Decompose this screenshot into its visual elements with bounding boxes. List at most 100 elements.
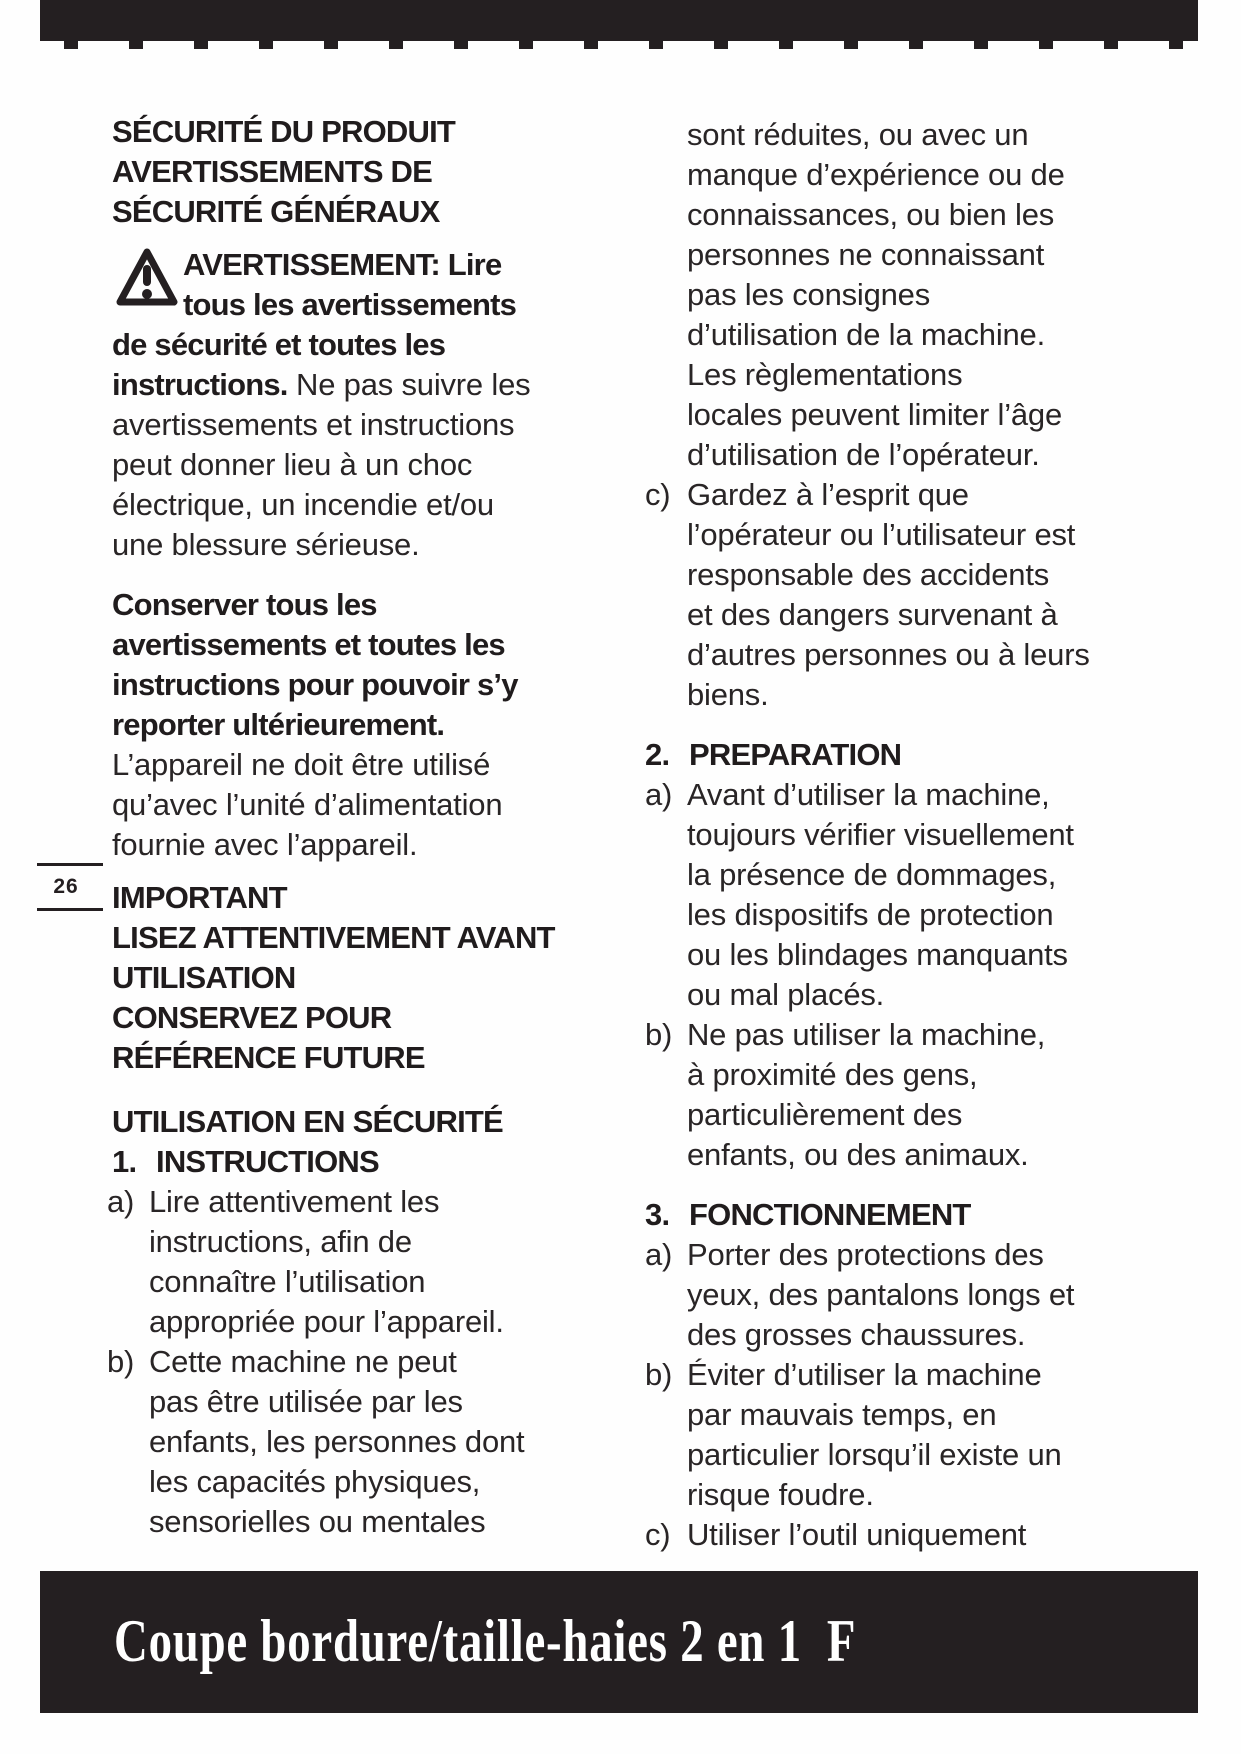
body-line: fournie avec l’appareil. bbox=[112, 827, 418, 862]
body-line: d’autres personnes ou à leurs bbox=[687, 637, 1090, 672]
body-line: Éviter d’utiliser la machine bbox=[687, 1357, 1042, 1392]
body-line: instructions, afin de bbox=[149, 1224, 412, 1259]
list-label: a) bbox=[645, 1237, 673, 1272]
list-item-a: a) Lire attentivement les instructions, … bbox=[107, 1182, 637, 1342]
body-line: manque d’expérience ou de bbox=[687, 157, 1065, 192]
section-number: 2. bbox=[645, 737, 670, 772]
body-line: les dispositifs de protection bbox=[687, 897, 1054, 932]
body-line: responsable des accidents bbox=[687, 557, 1050, 592]
body-line: Lire attentivement les bbox=[149, 1184, 440, 1219]
body-line: ou mal placés. bbox=[687, 977, 885, 1012]
list-label: a) bbox=[645, 777, 673, 812]
body-line: sensorielles ou mentales bbox=[149, 1504, 486, 1539]
section-heading-product-safety: SÉCURITÉ DU PRODUIT AVERTISSEMENTS DE SÉ… bbox=[112, 112, 637, 232]
list-label: c) bbox=[645, 1517, 671, 1552]
body-line: tous les avertissements bbox=[183, 287, 517, 322]
section-3-operation: 3. FONCTIONNEMENT bbox=[645, 1195, 1205, 1235]
body-line: qu’avec l’unité d’alimentation bbox=[112, 787, 503, 822]
section-title: FONCTIONNEMENT bbox=[689, 1197, 971, 1232]
footer-title: Coupe bordure/taille-haies 2 en 1 F bbox=[114, 1608, 857, 1674]
list-item-b: b) Cette machine ne peut pas être utilis… bbox=[107, 1342, 637, 1542]
list-label: b) bbox=[107, 1344, 135, 1379]
page-number: 26 bbox=[53, 875, 79, 898]
body-line: particulier lorsqu’il existe un bbox=[687, 1437, 1062, 1472]
body-line: Ne pas utiliser la machine, bbox=[687, 1017, 1046, 1052]
body-line: ou les blindages manquants bbox=[687, 937, 1068, 972]
list-label: b) bbox=[645, 1017, 673, 1052]
list-item-a: a) Porter des protections des yeux, des … bbox=[645, 1235, 1205, 1355]
body-line: Les règlementations bbox=[687, 357, 963, 392]
important-block: IMPORTANT LISEZ ATTENTIVEMENT AVANT UTIL… bbox=[112, 878, 637, 1078]
section-heading-safe-use: UTILISATION EN SÉCURITÉ bbox=[112, 1102, 637, 1142]
heading-line: LISEZ ATTENTIVEMENT AVANT bbox=[112, 920, 555, 955]
body-line: personnes ne connaissant bbox=[687, 237, 1045, 272]
body-line: d’utilisation de l’opérateur. bbox=[687, 437, 1040, 472]
body-line: Porter des protections des bbox=[687, 1237, 1044, 1272]
left-column: SÉCURITÉ DU PRODUIT AVERTISSEMENTS DE SÉ… bbox=[107, 112, 637, 1542]
body-line: avertissements et toutes les bbox=[112, 627, 506, 662]
body-line: l’opérateur ou l’utilisateur est bbox=[687, 517, 1076, 552]
body-line: enfants, les personnes dont bbox=[149, 1424, 525, 1459]
heading-line: UTILISATION bbox=[112, 960, 296, 995]
list-item-c: c) Utiliser l’outil uniquement bbox=[645, 1515, 1205, 1555]
body-line: instructions. Ne pas suivre les bbox=[112, 367, 531, 402]
warning-paragraph: AVERTISSEMENT: Lire tous les avertisseme… bbox=[112, 245, 637, 565]
body-line: instructions pour pouvoir s’y bbox=[112, 667, 518, 702]
heading-line: SÉCURITÉ DU PRODUIT bbox=[112, 114, 456, 149]
body-line: particulièrement des bbox=[687, 1097, 963, 1132]
body-line: AVERTISSEMENT: Lire bbox=[183, 247, 502, 282]
body-line: toujours vérifier visuellement bbox=[687, 817, 1074, 852]
heading-line: AVERTISSEMENTS DE bbox=[112, 154, 433, 189]
footer-bar: Coupe bordure/taille-haies 2 en 1 F bbox=[40, 1571, 1198, 1713]
body-line: Utiliser l’outil uniquement bbox=[687, 1517, 1027, 1552]
marker-rule-top bbox=[37, 863, 103, 866]
section-title: INSTRUCTIONS bbox=[156, 1144, 380, 1179]
list-label: b) bbox=[645, 1357, 673, 1392]
section-title: PREPARATION bbox=[689, 737, 902, 772]
body-line: connaître l’utilisation bbox=[149, 1264, 426, 1299]
body-line: une blessure sérieuse. bbox=[112, 527, 420, 562]
body-line: de sécurité et toutes les bbox=[112, 327, 446, 362]
body-line: avertissements et instructions bbox=[112, 407, 515, 442]
body-line: reporter ultérieurement. bbox=[112, 707, 445, 742]
body-line: pas les consignes bbox=[687, 277, 931, 312]
body-line: connaissances, ou bien les bbox=[687, 197, 1055, 232]
section-2-preparation: 2. PREPARATION bbox=[645, 735, 1205, 775]
conserve-paragraph: Conserver tous les avertissements et tou… bbox=[112, 585, 637, 865]
list-label: a) bbox=[107, 1184, 135, 1219]
body-line: Cette machine ne peut bbox=[149, 1344, 457, 1379]
body-line: Conserver tous les bbox=[112, 587, 378, 622]
heading-line: IMPORTANT bbox=[112, 880, 288, 915]
body-line: appropriée pour l’appareil. bbox=[149, 1304, 504, 1339]
body-line: locales peuvent limiter l’âge bbox=[687, 397, 1063, 432]
body-line: et des dangers survenant à bbox=[687, 597, 1058, 632]
body-line: les capacités physiques, bbox=[149, 1464, 481, 1499]
body-line: risque foudre. bbox=[687, 1477, 874, 1512]
body-line: à proximité des gens, bbox=[687, 1057, 978, 1092]
page-number-marker: 26 bbox=[37, 863, 103, 911]
list-label: c) bbox=[645, 477, 671, 512]
body-line: la présence de dommages, bbox=[687, 857, 1057, 892]
list-item-a: a) Avant d’utiliser la machine, toujours… bbox=[645, 775, 1205, 1015]
body-line: sont réduites, ou avec un bbox=[687, 117, 1029, 152]
heading-line: RÉFÉRENCE FUTURE bbox=[112, 1040, 426, 1075]
body-line: des grosses chaussures. bbox=[687, 1317, 1026, 1352]
heading-line: SÉCURITÉ GÉNÉRAUX bbox=[112, 194, 440, 229]
body-line: par mauvais temps, en bbox=[687, 1397, 997, 1432]
section-1-instructions: 1. INSTRUCTIONS bbox=[112, 1142, 637, 1182]
body-line: d’utilisation de la machine. bbox=[687, 317, 1045, 352]
heading-line: CONSERVEZ POUR bbox=[112, 1000, 392, 1035]
body-line: Gardez à l’esprit que bbox=[687, 477, 969, 512]
top-decor-teeth bbox=[40, 41, 1198, 49]
body-line: enfants, ou des animaux. bbox=[687, 1137, 1029, 1172]
body-line: biens. bbox=[687, 677, 769, 712]
body-line: yeux, des pantalons longs et bbox=[687, 1277, 1075, 1312]
section-number: 3. bbox=[645, 1197, 670, 1232]
continuation-paragraph: sont réduites, ou avec un manque d’expér… bbox=[645, 115, 1205, 475]
right-column: sont réduites, ou avec un manque d’expér… bbox=[645, 115, 1205, 1555]
list-item-b: b) Éviter d’utiliser la machine par mauv… bbox=[645, 1355, 1205, 1515]
list-item-b: b) Ne pas utiliser la machine, à proximi… bbox=[645, 1015, 1205, 1175]
body-line: Avant d’utiliser la machine, bbox=[687, 777, 1050, 812]
warning-triangle-icon bbox=[116, 248, 178, 306]
